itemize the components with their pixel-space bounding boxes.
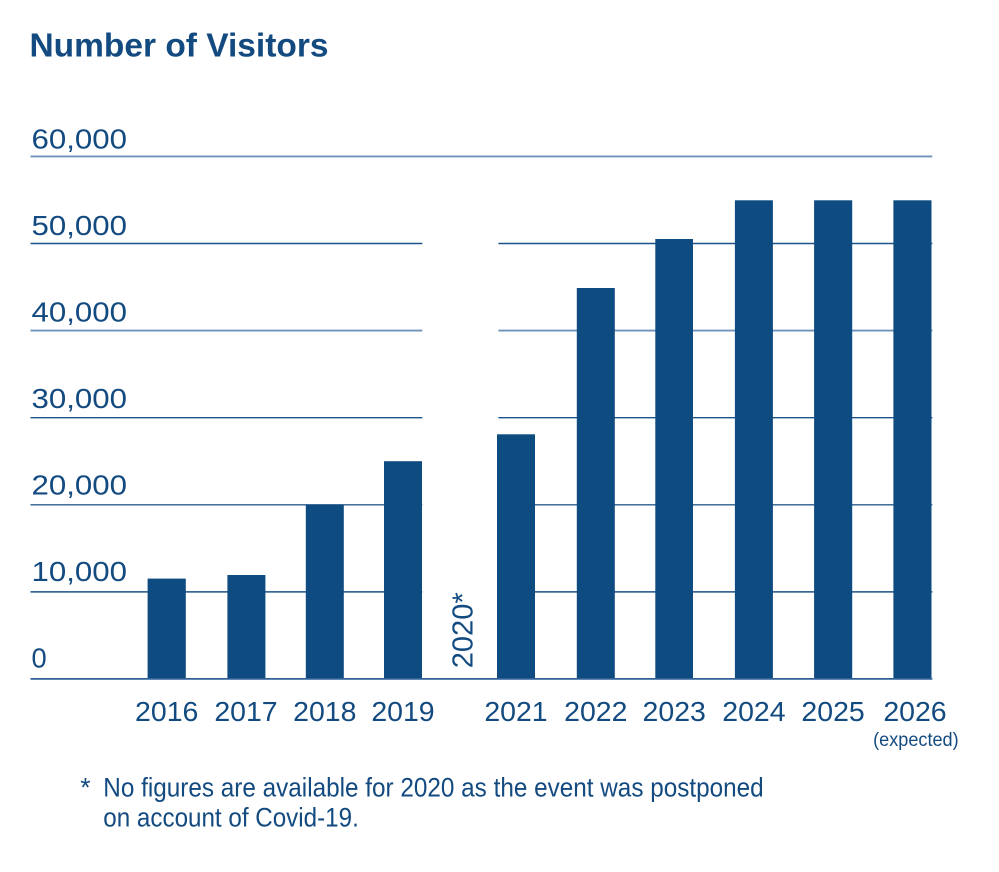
svg-text:2025: 2025 — [801, 696, 864, 727]
svg-text:2026: 2026 — [883, 696, 946, 727]
svg-text:*: * — [80, 772, 90, 802]
svg-text:30,000: 30,000 — [32, 383, 127, 414]
svg-text:2016: 2016 — [135, 696, 198, 727]
svg-text:20,000: 20,000 — [32, 469, 127, 500]
svg-text:No figures are available for 2: No figures are available for 2020 as the… — [103, 772, 763, 802]
svg-text:50,000: 50,000 — [32, 210, 127, 241]
svg-text:2017: 2017 — [214, 696, 277, 727]
svg-text:Number of Visitors: Number of Visitors — [30, 27, 329, 64]
svg-text:2020*: 2020* — [447, 592, 479, 668]
svg-text:2024: 2024 — [722, 696, 785, 727]
svg-text:2021: 2021 — [484, 696, 547, 727]
svg-text:2022: 2022 — [564, 696, 627, 727]
svg-text:on account of Covid-19.: on account of Covid-19. — [103, 803, 358, 833]
svg-text:2018: 2018 — [293, 696, 356, 727]
svg-text:0: 0 — [32, 642, 47, 673]
svg-text:10,000: 10,000 — [32, 556, 127, 587]
svg-text:(expected): (expected) — [873, 730, 959, 751]
svg-text:40,000: 40,000 — [32, 296, 127, 327]
svg-text:2019: 2019 — [371, 696, 434, 727]
svg-text:2023: 2023 — [643, 696, 706, 727]
svg-text:60,000: 60,000 — [32, 123, 127, 154]
